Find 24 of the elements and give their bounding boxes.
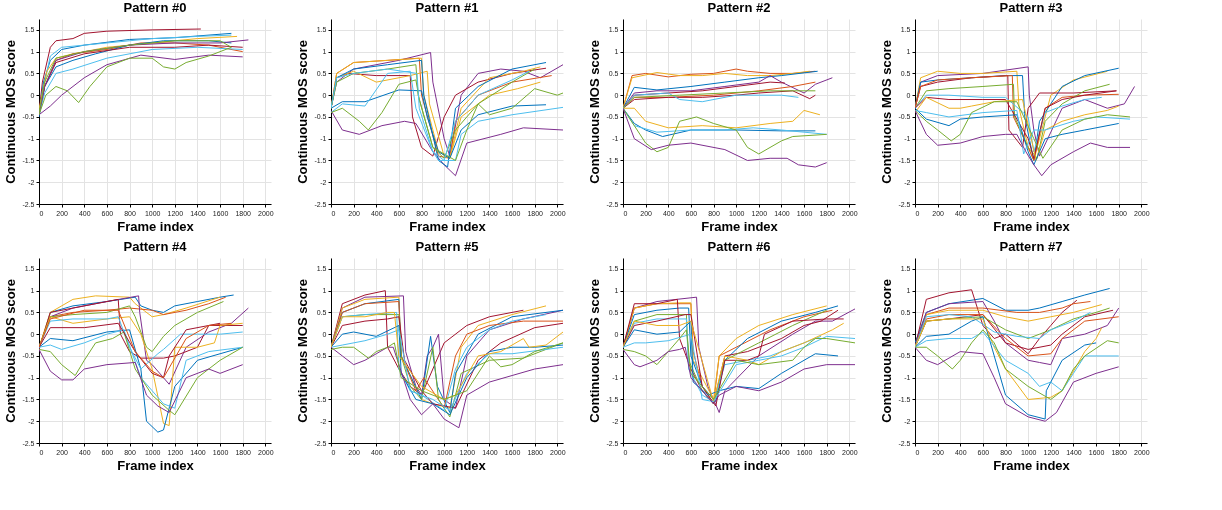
y-axis-title: Continuous MOS score xyxy=(587,279,603,423)
x-axis-title: Frame index xyxy=(409,218,487,234)
x-axis-title: Frame index xyxy=(701,457,779,473)
chart-title: Pattern #4 xyxy=(123,239,188,254)
y-axis-title: Continuous MOS score xyxy=(587,40,603,184)
x-axis-title: Frame index xyxy=(409,457,487,473)
x-axis-title: Frame index xyxy=(993,457,1071,473)
x-axis-title: Frame index xyxy=(117,218,195,234)
chart-title: Pattern #1 xyxy=(415,0,479,15)
y-axis-title: Continuous MOS score xyxy=(3,279,19,423)
chart-title: Pattern #3 xyxy=(999,0,1063,15)
y-axis-title: Continuous MOS score xyxy=(879,279,895,423)
chart-title: Pattern #7 xyxy=(999,239,1063,254)
y-axis-title: Continuous MOS score xyxy=(295,40,311,184)
x-axis-title: Frame index xyxy=(117,457,195,473)
y-axis-title: Continuous MOS score xyxy=(295,279,311,423)
chart-title: Pattern #5 xyxy=(415,239,479,254)
chart-title: Pattern #2 xyxy=(707,0,771,15)
x-axis-title: Frame index xyxy=(701,218,779,234)
x-axis-title: Frame index xyxy=(993,218,1071,234)
chart-title: Pattern #6 xyxy=(707,239,771,254)
y-axis-title: Continuous MOS score xyxy=(3,40,19,184)
y-axis-title: Continuous MOS score xyxy=(879,40,895,184)
chart-title: Pattern #0 xyxy=(123,0,187,15)
